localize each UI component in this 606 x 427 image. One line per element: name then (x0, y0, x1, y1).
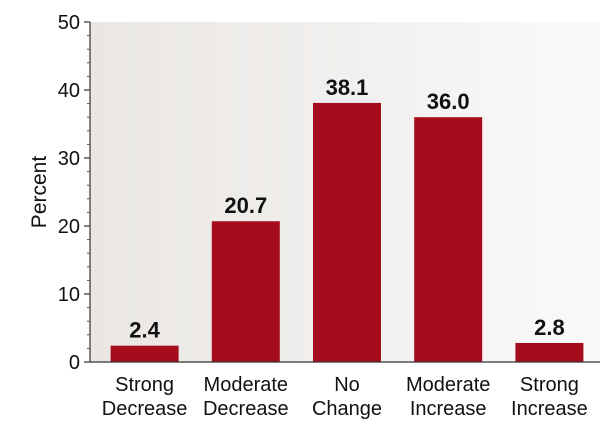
y-tick-label: 10 (58, 284, 80, 306)
category-label-0-line-0: Strong (115, 374, 174, 396)
value-label-0: 2.4 (129, 318, 160, 343)
value-label-1: 20.7 (224, 193, 267, 218)
category-label-1-line-0: Moderate (204, 374, 289, 396)
bar-4 (515, 342, 584, 362)
category-label-3-line-1: Increase (410, 398, 487, 420)
bar-0 (110, 345, 179, 362)
value-label-2: 38.1 (326, 75, 369, 100)
category-label-1-line-1: Decrease (203, 398, 289, 420)
category-label-2-line-0: No (334, 374, 360, 396)
y-axis-title: Percent (28, 156, 51, 229)
category-label-3-line-0: Moderate (406, 374, 491, 396)
y-tick-label: 50 (58, 12, 80, 34)
y-tick-label: 30 (58, 148, 80, 170)
category-label-4-line-0: Strong (520, 374, 579, 396)
value-label-4: 2.8 (534, 315, 565, 340)
category-label-2-line-1: Change (312, 398, 382, 420)
y-tick-label: 40 (58, 80, 80, 102)
bar-3 (414, 117, 483, 362)
value-label-3: 36.0 (427, 89, 470, 114)
category-label-4-line-1: Increase (511, 398, 588, 420)
y-tick-label: 0 (69, 352, 80, 374)
category-label-0-line-1: Decrease (102, 398, 188, 420)
bar-2 (313, 102, 381, 363)
y-tick-label: 20 (58, 216, 80, 238)
bar-1 (211, 221, 280, 362)
